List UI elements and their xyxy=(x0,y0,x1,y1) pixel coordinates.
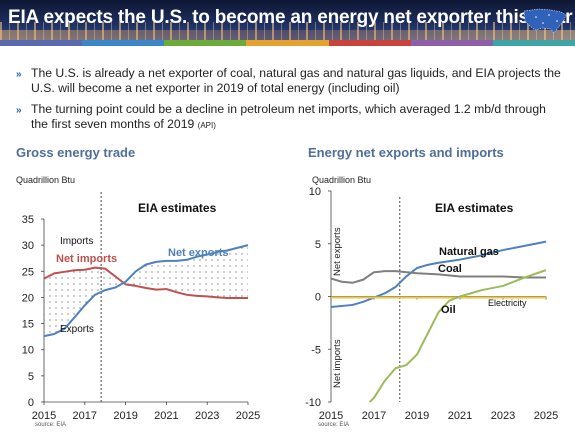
x-tick-label: 2023 xyxy=(195,410,219,422)
us-map-icon xyxy=(523,8,567,34)
oil-line xyxy=(368,269,547,403)
y-tick-label: 0 xyxy=(28,397,34,409)
y-tick-label: 5 xyxy=(315,239,321,251)
imports-line xyxy=(43,266,248,299)
x-tick-label: 2019 xyxy=(405,410,429,422)
x-tick-label: 2021 xyxy=(448,410,472,422)
bullet-note: (API) xyxy=(197,121,216,130)
x-tick-label: 2017 xyxy=(362,410,386,422)
color-stripe xyxy=(410,40,494,46)
y-axis-label: Quadrillion Btu xyxy=(16,175,75,185)
y-tick-label: 0 xyxy=(315,292,321,304)
x-tick-label: 2021 xyxy=(154,410,178,422)
net-exports-side-label: Net exports xyxy=(332,227,343,276)
y-tick-label: 5 xyxy=(28,371,34,383)
net-imports-label: Net imports xyxy=(56,253,117,265)
y-axis-label: Quadrillion Btu xyxy=(312,175,371,185)
y-tick-label: 25 xyxy=(22,266,34,278)
color-stripe xyxy=(0,40,83,46)
y-tick-label: 10 xyxy=(309,186,321,198)
page-title: EIA expects the U.S. to become an energy… xyxy=(8,7,573,28)
right-chart-title: Energy net exports and imports xyxy=(308,145,504,160)
natural-gas-line xyxy=(330,240,547,309)
bullet-marker-icon: » xyxy=(16,69,22,80)
y-tick-label: 30 xyxy=(22,240,34,252)
color-stripe xyxy=(246,40,330,46)
y-tick-label: 15 xyxy=(22,319,34,331)
bullet-text: The U.S. is already a net exporter of co… xyxy=(31,66,561,95)
oil-label: Oil xyxy=(441,304,456,316)
net-exports-label: Net exports xyxy=(168,247,229,259)
estimate-annotation: EIA estimates xyxy=(138,201,217,215)
left-source: source: EIA xyxy=(35,422,67,428)
bullet-text: The turning point could be a decline in … xyxy=(31,102,546,131)
x-tick-label: 2015 xyxy=(319,410,343,422)
left-chart-title: Gross energy trade xyxy=(16,145,136,160)
color-stripe xyxy=(164,40,247,46)
exports-line xyxy=(43,244,249,338)
x-tick-label: 2015 xyxy=(32,410,56,422)
imports-label: Imports xyxy=(60,236,93,247)
color-stripe xyxy=(82,40,165,46)
color-stripe xyxy=(328,40,412,46)
x-tick-label: 2019 xyxy=(113,410,137,422)
bullet-item: » The turning point could be a decline i… xyxy=(16,102,566,133)
y-tick-label: 10 xyxy=(22,345,34,357)
electricity-label: Electricity xyxy=(488,298,527,308)
net-imports-side-label: Net imports xyxy=(332,339,343,388)
bullet-list: » The U.S. is already a net exporter of … xyxy=(16,66,566,139)
y-tick-label: -10 xyxy=(305,397,321,409)
x-tick-label: 2025 xyxy=(534,410,558,422)
y-tick-label: 20 xyxy=(22,292,34,304)
y-tick-label: -5 xyxy=(311,344,321,356)
x-tick-label: 2023 xyxy=(491,410,515,422)
bullet-item: » The U.S. is already a net exporter of … xyxy=(16,66,566,96)
horizon-glow xyxy=(0,30,575,40)
x-tick-label: 2025 xyxy=(236,410,260,422)
natural-gas-label: Natural gas xyxy=(439,246,499,258)
coal-label: Coal xyxy=(438,263,462,275)
header-banner: EIA expects the U.S. to become an energy… xyxy=(0,0,575,40)
estimate-annotation: EIA estimates xyxy=(435,201,514,215)
color-stripe xyxy=(492,40,575,46)
y-tick-label: 35 xyxy=(22,214,34,226)
x-tick-label: 2017 xyxy=(73,410,97,422)
coal-line xyxy=(330,270,546,284)
bullet-marker-icon: » xyxy=(16,105,22,116)
right-source: source: EIA xyxy=(318,422,350,428)
exports-label: Exports xyxy=(60,324,94,335)
